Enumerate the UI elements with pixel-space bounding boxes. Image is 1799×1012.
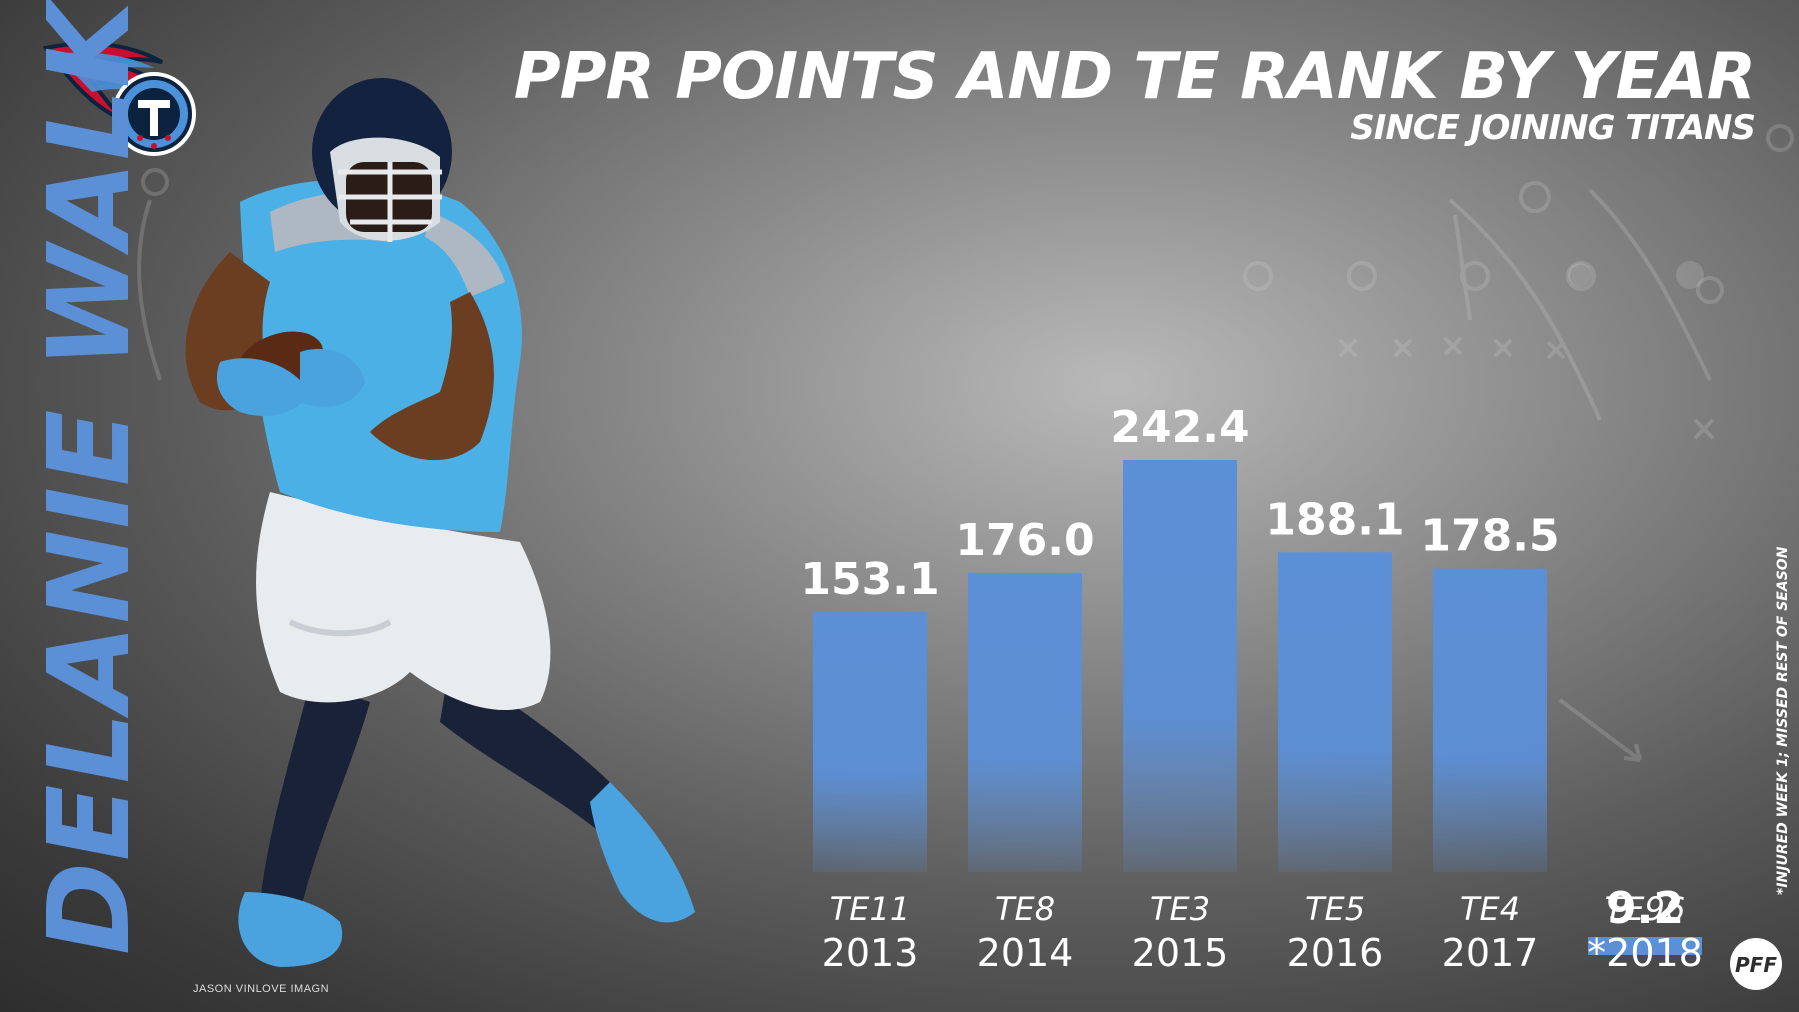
- value-label-2018: 9.2: [1606, 883, 1684, 934]
- bar-2017: [1433, 568, 1547, 872]
- player-photo: [185, 78, 695, 967]
- year-label-2014: 2014: [977, 931, 1074, 975]
- year-label-2018: *2018: [1587, 931, 1703, 975]
- bar-2016: [1278, 552, 1392, 872]
- chart-subtitle: SINCE JOINING TITANS: [1350, 108, 1756, 148]
- te-rank-label-2014: TE8: [995, 890, 1055, 928]
- bar-2013: [813, 611, 927, 872]
- year-label-2015: 2015: [1132, 931, 1229, 975]
- titans-logo: [42, 41, 196, 156]
- year-label-2017: 2017: [1442, 931, 1539, 975]
- pff-logo: PFF: [1730, 938, 1782, 990]
- te-rank-label-2017: TE4: [1460, 890, 1520, 928]
- footnote: *INJURED WEEK 1; MISSED REST OF SEASON: [1775, 546, 1791, 895]
- bar-2015: [1123, 460, 1237, 872]
- te-rank-label-2016: TE5: [1305, 890, 1365, 928]
- player-name: DELANIE WALKER: [25, 0, 155, 955]
- te-rank-label-2013: TE11: [830, 890, 910, 928]
- te-rank-label-2015: TE3: [1150, 890, 1210, 928]
- value-label-2014: 176.0: [955, 515, 1094, 566]
- value-label-2016: 188.1: [1265, 494, 1404, 545]
- bar-2014: [968, 572, 1082, 872]
- photo-credit: JASON VINLOVE IMAGN: [193, 983, 330, 995]
- chart-title: PPR POINTS AND TE RANK BY YEAR: [513, 40, 1756, 114]
- value-label-2015: 242.4: [1110, 402, 1249, 453]
- year-label-2016: 2016: [1287, 931, 1384, 975]
- te-rank-label-2018: TE96: [1605, 890, 1685, 928]
- value-label-2017: 178.5: [1420, 511, 1559, 562]
- value-label-2013: 153.1: [800, 554, 939, 605]
- pff-logo-text: PFF: [1735, 953, 1777, 977]
- bar-2018: [1588, 937, 1702, 955]
- year-label-2013: 2013: [822, 931, 919, 975]
